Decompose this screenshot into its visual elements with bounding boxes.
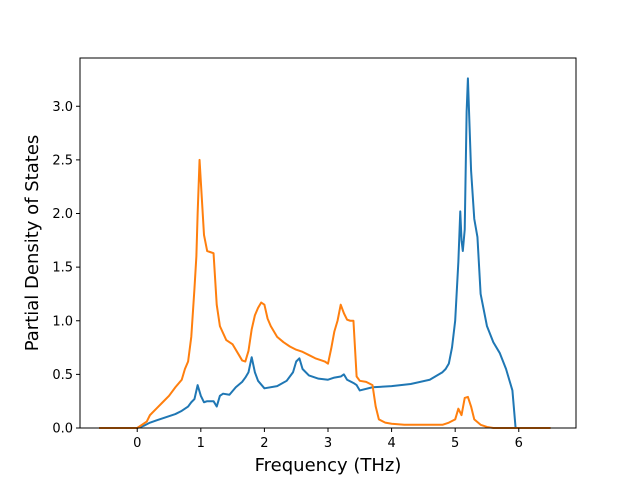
x-tick-label: 2 (260, 436, 268, 451)
y-tick-label: 1.5 (52, 261, 73, 276)
y-axis-title: Partial Density of States (22, 135, 43, 352)
y-tick-label: 3.0 (52, 100, 73, 115)
x-tick-label: 5 (451, 436, 459, 451)
y-tick-label: 1.0 (52, 314, 73, 329)
x-tick-label: 6 (515, 436, 523, 451)
y-tick-label: 2.0 (52, 207, 73, 222)
x-tick-label: 4 (387, 436, 395, 451)
y-axis-ticks: 0.0 0.5 1.0 1.5 2.0 2.5 3.0 (52, 100, 80, 437)
y-tick-label: 0.5 (52, 368, 73, 383)
x-tick-label: 1 (197, 436, 205, 451)
y-tick-label: 2.5 (52, 153, 73, 168)
x-tick-label: 3 (324, 436, 332, 451)
series-line-2 (99, 158, 551, 429)
x-axis-title: Frequency (THz) (255, 455, 402, 476)
y-tick-label: 0.0 (52, 422, 73, 437)
series-layer (99, 77, 551, 429)
series-line-1 (99, 77, 551, 429)
x-tick-label: 0 (133, 436, 141, 451)
x-axis-ticks: 0 1 2 3 4 5 6 (133, 428, 523, 451)
